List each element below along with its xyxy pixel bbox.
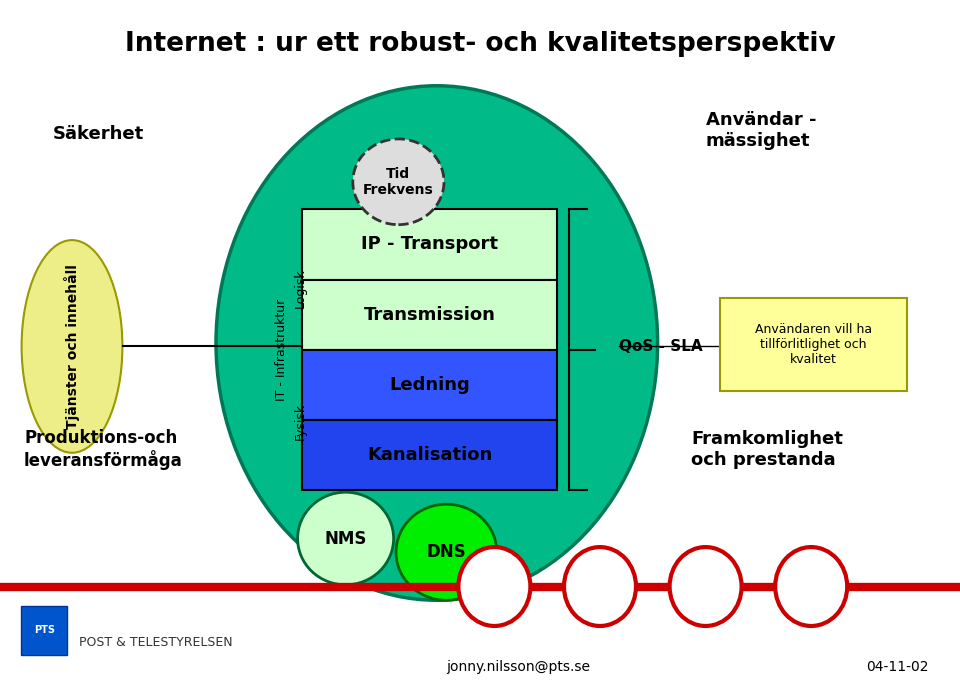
Text: POST & TELESTYRELSEN: POST & TELESTYRELSEN [79, 637, 232, 649]
Text: DNS: DNS [426, 543, 467, 561]
Bar [302, 280, 557, 350]
Text: Ledning: Ledning [389, 376, 470, 394]
Ellipse shape [352, 139, 444, 225]
Text: Fysisk: Fysisk [294, 403, 307, 440]
Text: NMS: NMS [324, 530, 367, 547]
Text: Användaren vill ha
tillförlitlighet och
kvalitet: Användaren vill ha tillförlitlighet och … [755, 323, 873, 366]
Bar [302, 209, 557, 280]
Text: Produktions-och
leveransförmåga: Produktions-och leveransförmåga [24, 429, 182, 470]
Text: PTS: PTS [34, 626, 55, 635]
Text: Logisk: Logisk [294, 268, 307, 308]
Text: Internet : ur ett robust- och kvalitetsperspektiv: Internet : ur ett robust- och kvalitetsp… [125, 31, 835, 57]
Ellipse shape [670, 547, 741, 626]
Text: IP - Transport: IP - Transport [361, 235, 498, 253]
Text: 04-11-02: 04-11-02 [866, 660, 929, 674]
Text: Transmission: Transmission [364, 306, 495, 324]
Ellipse shape [459, 547, 531, 626]
Text: Säkerhet: Säkerhet [53, 125, 144, 143]
Ellipse shape [298, 492, 394, 584]
FancyBboxPatch shape [720, 298, 907, 391]
Text: Tid
Frekvens: Tid Frekvens [363, 167, 434, 197]
Text: Tjänster och innehåll: Tjänster och innehåll [64, 264, 80, 429]
Ellipse shape [22, 240, 123, 453]
Ellipse shape [216, 86, 658, 600]
Text: Framkomlighet
och prestanda: Framkomlighet och prestanda [691, 430, 843, 469]
Text: Kanalisation: Kanalisation [367, 447, 492, 464]
Bar [302, 350, 557, 420]
Bar [302, 420, 557, 490]
Ellipse shape [775, 547, 847, 626]
Text: Användar -
mässighet: Användar - mässighet [706, 111, 816, 150]
Text: QoS - SLA: QoS - SLA [619, 339, 703, 354]
Text: jonny.nilsson@pts.se: jonny.nilsson@pts.se [446, 660, 590, 674]
Ellipse shape [396, 504, 497, 600]
Bar [21, 606, 67, 655]
Ellipse shape [564, 547, 636, 626]
Text: IT - Infrastruktur: IT - Infrastruktur [275, 298, 288, 401]
